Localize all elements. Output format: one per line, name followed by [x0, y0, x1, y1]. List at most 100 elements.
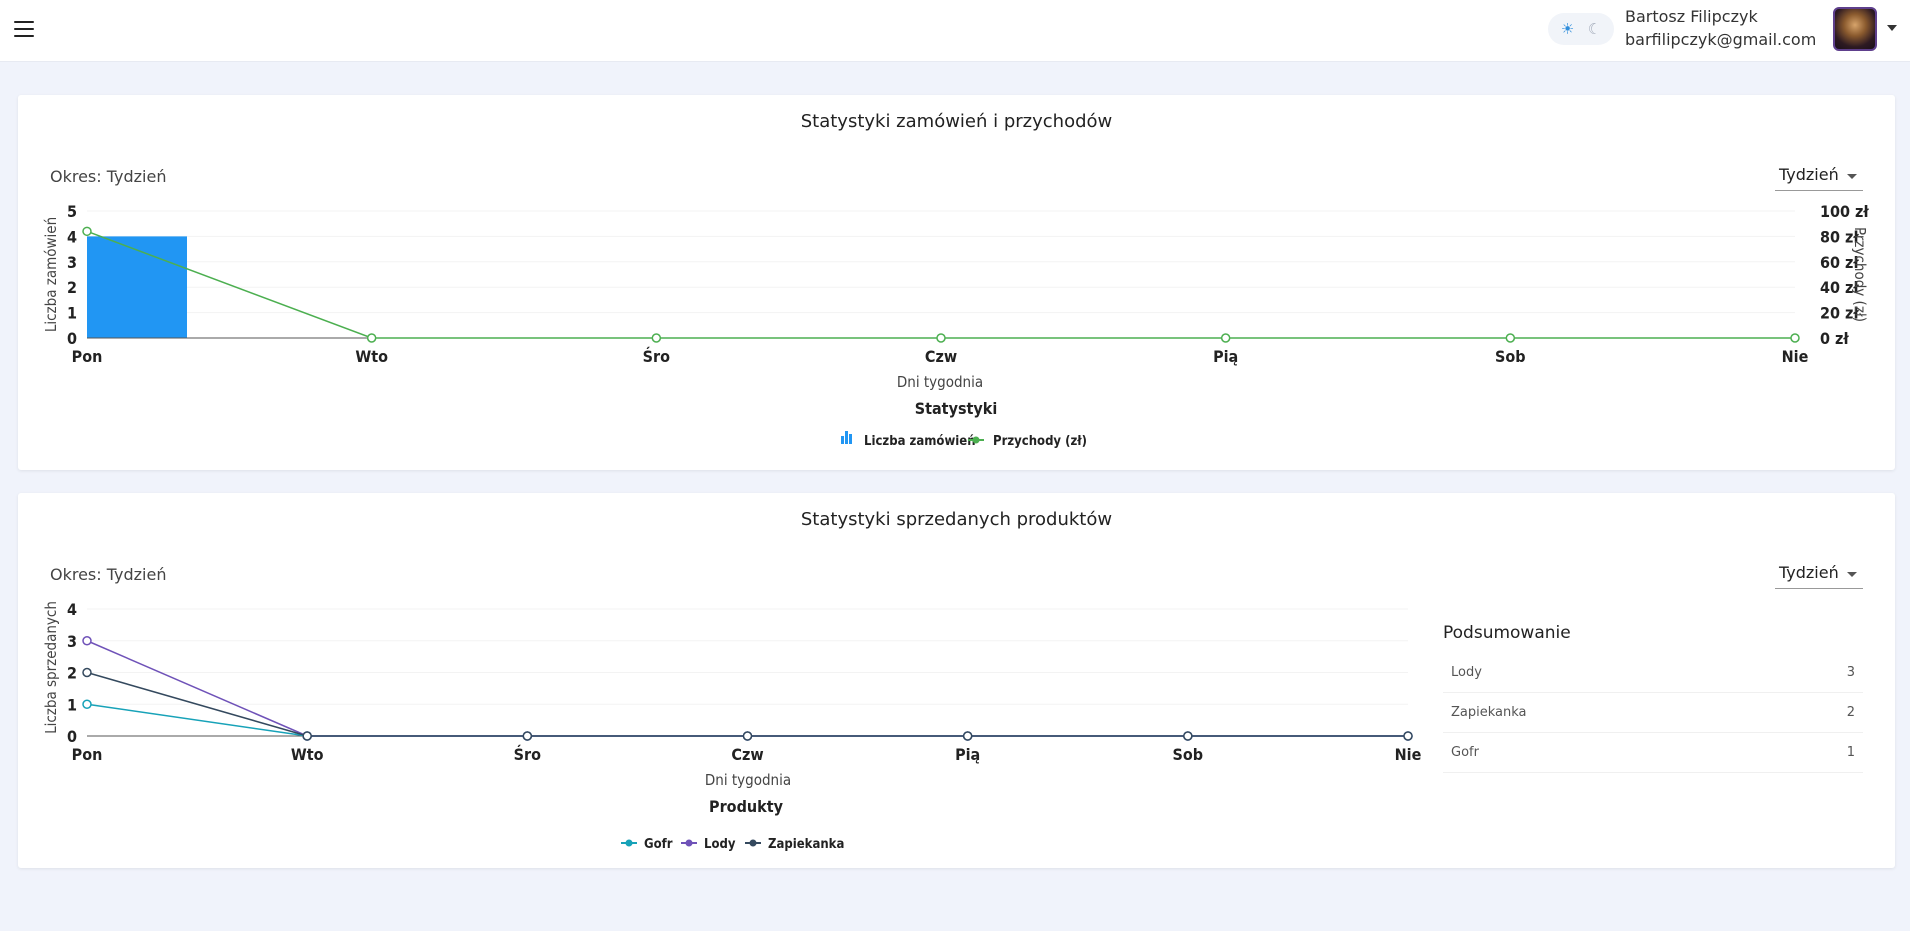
revenue-point: [651, 333, 662, 343]
y-tick-label: 4: [67, 600, 77, 619]
y-tick-label: 3: [67, 253, 77, 272]
y2-tick-label: 60 zł: [1820, 253, 1859, 272]
legend-marker: [749, 839, 757, 847]
summary-product-count: 1: [1846, 745, 1855, 760]
products-card: Statystyki sprzedanych produktów Okres: …: [18, 493, 1895, 868]
revenue-point: [82, 226, 92, 237]
series-point: [522, 731, 533, 741]
legend-title: Produkty: [709, 797, 784, 816]
y-tick-label: 0: [67, 329, 77, 348]
x-axis-label: Dni tygodnia: [897, 373, 983, 391]
y-tick-label: 4: [67, 227, 77, 246]
bar-chart-icon: [845, 431, 848, 444]
chevron-down-icon: [1847, 174, 1857, 179]
revenue-point: [366, 333, 377, 343]
summary-product-name: Gofr: [1451, 745, 1479, 760]
avatar[interactable]: [1833, 7, 1877, 51]
period-label: Okres: Tydzień: [50, 565, 167, 584]
series-point: [82, 667, 92, 678]
top-bar: ☀ ☾ Bartosz Filipczyk barfilipczyk@gmail…: [0, 0, 1910, 62]
revenue-point: [936, 333, 946, 343]
summary-product-name: Lody: [1451, 665, 1482, 680]
menu-icon[interactable]: [14, 21, 34, 37]
summary-row: Zapiekanka 2: [1443, 693, 1863, 733]
x-tick-label: Nie: [1395, 745, 1422, 764]
legend-marker: [625, 839, 633, 847]
summary-row: Lody 3: [1443, 653, 1863, 693]
summary-product-count: 2: [1846, 705, 1855, 720]
period-select-value: Tydzień: [1779, 563, 1839, 582]
chevron-down-icon[interactable]: [1887, 25, 1897, 31]
user-email: barfilipczyk@gmail.com: [1625, 30, 1817, 49]
revenue-point: [1790, 333, 1800, 343]
period-label: Okres: Tydzień: [50, 167, 167, 186]
legend-label: Lody: [704, 837, 736, 852]
sun-icon[interactable]: ☀: [1560, 19, 1575, 38]
y-tick-label: 3: [67, 632, 77, 651]
series-point: [1403, 731, 1413, 741]
y2-tick-label: 80 zł: [1820, 227, 1859, 246]
bar: [87, 236, 187, 338]
y2-tick-label: 100 zł: [1820, 202, 1869, 221]
y2-tick-label: 40 zł: [1820, 278, 1859, 297]
y-tick-label: 2: [67, 664, 77, 683]
theme-toggle[interactable]: ☀ ☾: [1548, 13, 1614, 45]
legend-title: Statystyki: [915, 399, 998, 418]
revenue-point: [1220, 333, 1231, 343]
moon-icon[interactable]: ☾: [1587, 19, 1602, 38]
revenue-line: [86, 230, 1795, 339]
legend-label: Liczba zamówień: [864, 434, 976, 449]
x-tick-label: Śro: [643, 347, 670, 366]
card-title: Statystyki sprzedanych produktów: [800, 509, 1113, 530]
x-tick-label: Wto: [291, 745, 324, 764]
period-select[interactable]: Tydzień: [1775, 163, 1863, 191]
y2-axis-label: Przychody (zł): [1851, 227, 1869, 322]
bar-chart-icon: [849, 434, 852, 444]
y-axis-label: Liczba sprzedanych: [42, 601, 60, 734]
x-tick-label: Nie: [1782, 347, 1809, 366]
series-point: [962, 731, 973, 741]
series-point: [742, 731, 753, 741]
x-tick-label: Pią: [955, 745, 980, 764]
x-tick-label: Śro: [514, 745, 541, 764]
legend-label: Zapiekanka: [768, 837, 844, 852]
y-tick-label: 0: [67, 727, 77, 746]
y-tick-label: 2: [67, 278, 77, 297]
orders-revenue-chart: 0 1 2 3 4 5 0 zł 20 zł 40 zł 60 zł 80 zł 100 zł Licz…: [42, 202, 1869, 449]
revenue-point: [1505, 333, 1516, 343]
legend-marker: [972, 436, 980, 444]
x-tick-label: Sob: [1173, 745, 1204, 764]
y2-tick-label: 20 zł: [1820, 304, 1859, 323]
x-axis-label: Dni tygodnia: [705, 771, 791, 789]
series-point: [82, 636, 92, 646]
period-select[interactable]: Tydzień: [1775, 561, 1863, 589]
y-tick-label: 1: [67, 695, 77, 714]
legend-marker: [685, 839, 693, 847]
series-line: [86, 640, 1408, 737]
y2-tick-label: 0 zł: [1820, 329, 1849, 348]
x-tick-label: Pon: [72, 347, 103, 366]
series-point: [1183, 731, 1193, 741]
x-tick-label: Pon: [72, 745, 103, 764]
summary-title: Podsumowanie: [1443, 623, 1571, 643]
series-line: [86, 703, 1408, 737]
orders-revenue-card: Statystyki zamówień i przychodów Okres: …: [18, 95, 1895, 470]
x-tick-label: Sob: [1495, 347, 1526, 366]
series-point: [82, 699, 92, 709]
products-chart: 0 1 2 3 4 Liczba sprzedanych Pon Wto Śro Czw Pią So…: [42, 600, 1422, 852]
user-name: Bartosz Filipczyk: [1625, 7, 1758, 26]
series-point: [302, 731, 312, 741]
period-select-value: Tydzień: [1779, 165, 1839, 184]
y-axis-label: Liczba zamówień: [42, 217, 60, 332]
bar-chart-icon: [841, 436, 844, 444]
summary-row: Gofr 1: [1443, 733, 1863, 773]
x-tick-label: Wto: [355, 347, 388, 366]
chevron-down-icon: [1847, 572, 1857, 577]
legend-label: Gofr: [644, 837, 673, 852]
x-tick-label: Czw: [925, 347, 957, 366]
x-tick-label: Czw: [731, 745, 763, 764]
summary-product-count: 3: [1846, 665, 1855, 680]
y-tick-label: 1: [67, 304, 77, 323]
legend-label: Przychody (zł): [993, 434, 1087, 449]
card-title: Statystyki zamówień i przychodów: [800, 111, 1113, 132]
